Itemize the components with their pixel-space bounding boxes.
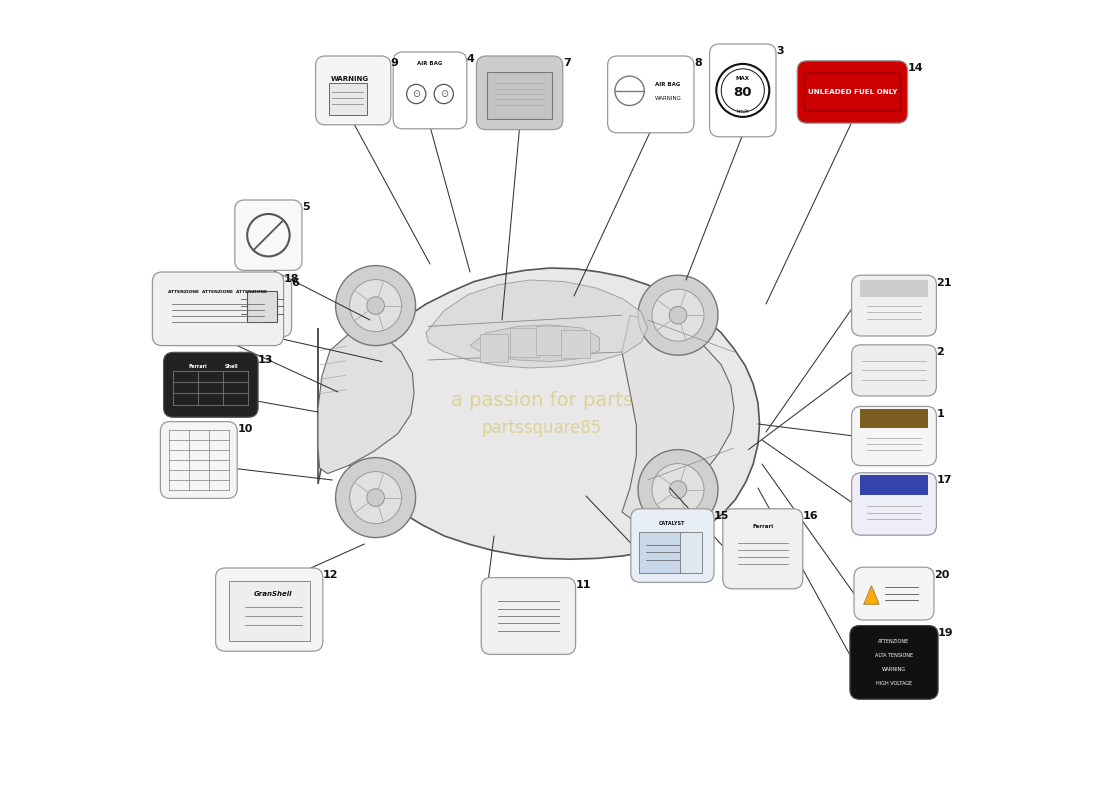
Circle shape — [669, 481, 686, 498]
Text: 8: 8 — [694, 58, 702, 68]
Text: 12: 12 — [322, 570, 339, 581]
Text: 10: 10 — [238, 424, 253, 434]
Text: WARNING: WARNING — [882, 666, 906, 672]
Bar — [680, 532, 702, 573]
Text: Ferrari: Ferrari — [188, 364, 207, 370]
Text: 13: 13 — [258, 355, 274, 365]
Text: 3: 3 — [776, 46, 783, 56]
FancyBboxPatch shape — [234, 200, 302, 270]
Text: 11: 11 — [575, 580, 591, 590]
Text: GranShell: GranShell — [254, 591, 293, 597]
FancyBboxPatch shape — [851, 406, 936, 466]
FancyBboxPatch shape — [164, 352, 258, 418]
FancyBboxPatch shape — [216, 568, 322, 651]
Text: 9: 9 — [390, 58, 398, 68]
FancyBboxPatch shape — [804, 73, 901, 111]
Polygon shape — [510, 328, 539, 357]
Text: 14: 14 — [908, 63, 923, 73]
Circle shape — [366, 489, 384, 506]
Text: Ferrari: Ferrari — [752, 524, 773, 529]
Polygon shape — [480, 334, 508, 362]
FancyBboxPatch shape — [164, 352, 258, 418]
Circle shape — [669, 306, 686, 324]
FancyBboxPatch shape — [153, 272, 284, 346]
Text: 80: 80 — [734, 86, 752, 98]
Text: 2: 2 — [936, 347, 944, 357]
Polygon shape — [864, 586, 879, 604]
Text: HIGH VOLTAGE: HIGH VOLTAGE — [876, 681, 912, 686]
FancyBboxPatch shape — [487, 72, 552, 119]
Text: 6: 6 — [292, 278, 299, 288]
Text: 7: 7 — [563, 58, 571, 68]
Text: ⊙: ⊙ — [440, 89, 448, 99]
Text: 18: 18 — [284, 274, 299, 284]
Text: UNLEADED FUEL ONLY: UNLEADED FUEL ONLY — [807, 89, 898, 95]
Bar — [639, 532, 685, 573]
Text: partssquare85: partssquare85 — [482, 419, 602, 437]
Circle shape — [638, 450, 718, 530]
Polygon shape — [536, 326, 564, 355]
Text: 19: 19 — [938, 628, 954, 638]
Circle shape — [336, 266, 416, 346]
Text: AIR BAG: AIR BAG — [417, 62, 442, 66]
Circle shape — [652, 463, 704, 515]
FancyBboxPatch shape — [710, 44, 776, 137]
Polygon shape — [318, 334, 414, 474]
Text: ATTENZIONE  ATTENZIONE  ATTENZIONE: ATTENZIONE ATTENZIONE ATTENZIONE — [168, 290, 267, 294]
Circle shape — [336, 458, 416, 538]
Text: 1: 1 — [936, 409, 944, 419]
Text: 21: 21 — [936, 278, 952, 288]
Text: WARNING: WARNING — [654, 96, 682, 102]
Circle shape — [350, 472, 402, 524]
FancyBboxPatch shape — [229, 582, 310, 641]
Circle shape — [638, 275, 718, 355]
Text: ⊙: ⊙ — [412, 89, 420, 99]
Text: 15: 15 — [714, 511, 729, 522]
FancyBboxPatch shape — [316, 56, 390, 125]
FancyBboxPatch shape — [854, 567, 934, 620]
FancyBboxPatch shape — [393, 52, 466, 129]
FancyBboxPatch shape — [161, 422, 238, 498]
Polygon shape — [470, 325, 600, 362]
Circle shape — [350, 280, 402, 331]
FancyBboxPatch shape — [607, 56, 694, 133]
Text: AIR BAG: AIR BAG — [654, 82, 680, 87]
Bar — [860, 475, 927, 495]
Bar — [860, 280, 927, 298]
Circle shape — [652, 289, 704, 341]
Polygon shape — [426, 280, 648, 368]
Bar — [248, 291, 277, 322]
Text: 5: 5 — [302, 202, 309, 212]
Text: MAX: MAX — [736, 75, 750, 81]
FancyBboxPatch shape — [481, 578, 575, 654]
FancyBboxPatch shape — [476, 56, 563, 130]
Text: 4: 4 — [466, 54, 475, 64]
FancyBboxPatch shape — [851, 345, 936, 396]
Polygon shape — [621, 315, 734, 522]
Text: a passion for parts: a passion for parts — [451, 390, 634, 410]
FancyBboxPatch shape — [329, 82, 367, 114]
Text: Shell: Shell — [224, 364, 239, 370]
Text: WARNING: WARNING — [331, 76, 368, 82]
Bar — [860, 409, 927, 428]
FancyBboxPatch shape — [850, 626, 938, 699]
FancyBboxPatch shape — [630, 509, 714, 582]
FancyBboxPatch shape — [851, 275, 936, 336]
FancyBboxPatch shape — [850, 626, 938, 699]
Text: ALTA TENSIONE: ALTA TENSIONE — [874, 653, 913, 658]
Text: 20: 20 — [934, 570, 949, 579]
Circle shape — [366, 297, 384, 314]
FancyBboxPatch shape — [232, 276, 292, 337]
Polygon shape — [318, 268, 760, 559]
FancyBboxPatch shape — [723, 509, 803, 589]
Circle shape — [716, 64, 769, 117]
Text: ATTENZIONE: ATTENZIONE — [879, 639, 910, 644]
FancyBboxPatch shape — [798, 61, 908, 123]
Text: 16: 16 — [803, 511, 818, 522]
Text: CATALYST: CATALYST — [659, 521, 685, 526]
FancyBboxPatch shape — [851, 473, 936, 535]
Text: km/h: km/h — [737, 108, 749, 113]
Text: 17: 17 — [936, 475, 952, 485]
Polygon shape — [561, 330, 590, 358]
